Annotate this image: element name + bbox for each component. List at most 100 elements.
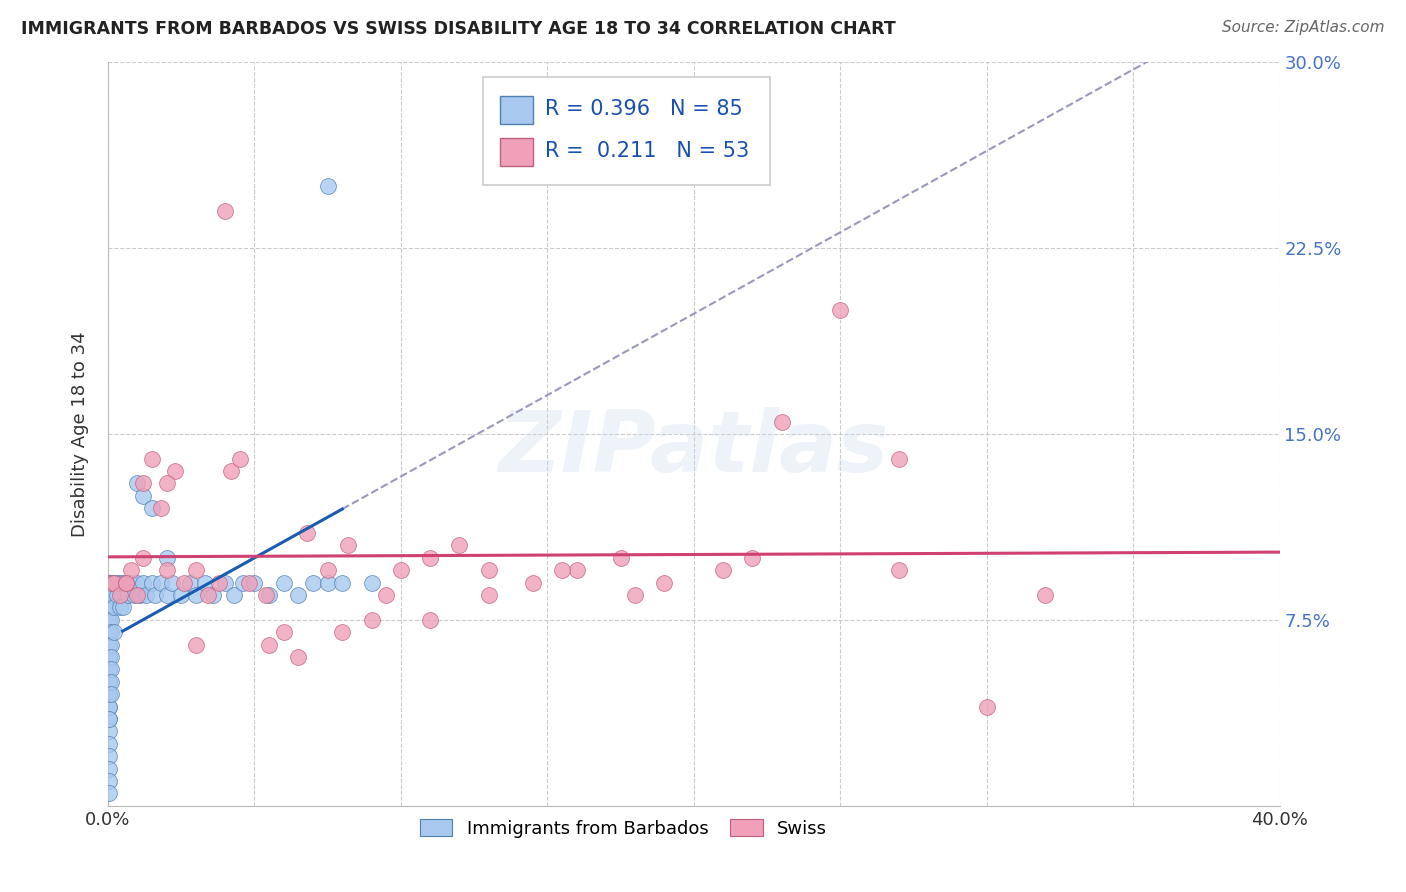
Point xyxy=(101,588,124,602)
Point xyxy=(141,575,163,590)
Point xyxy=(98,638,121,652)
Point xyxy=(100,575,122,590)
Text: ZIPatlas: ZIPatlas xyxy=(499,408,889,491)
Point xyxy=(114,575,136,590)
Point xyxy=(419,550,441,565)
Point xyxy=(98,699,121,714)
Point xyxy=(100,600,122,615)
Point xyxy=(100,588,122,602)
Point xyxy=(111,600,134,615)
Point xyxy=(98,712,121,726)
Point xyxy=(103,600,125,615)
Point xyxy=(132,575,155,590)
Point xyxy=(155,476,177,491)
Point xyxy=(887,563,910,577)
FancyBboxPatch shape xyxy=(501,95,533,124)
Point xyxy=(478,563,501,577)
FancyBboxPatch shape xyxy=(501,138,533,166)
Point xyxy=(98,600,121,615)
Point xyxy=(127,575,149,590)
Point xyxy=(98,662,121,676)
Point xyxy=(375,588,398,602)
Point xyxy=(105,588,128,602)
Point xyxy=(117,588,139,602)
Point xyxy=(111,575,134,590)
Point xyxy=(238,575,260,590)
Point xyxy=(103,575,125,590)
Point xyxy=(173,575,195,590)
Point xyxy=(98,674,121,689)
Point xyxy=(141,501,163,516)
Point xyxy=(127,476,149,491)
Point xyxy=(184,563,207,577)
Point xyxy=(360,575,382,590)
Point xyxy=(165,464,187,478)
Point xyxy=(287,588,309,602)
Point xyxy=(976,699,998,714)
Point xyxy=(711,563,734,577)
Point xyxy=(316,563,339,577)
Point xyxy=(219,464,242,478)
Point xyxy=(120,575,142,590)
Point xyxy=(232,575,254,590)
Point xyxy=(98,625,121,640)
Text: IMMIGRANTS FROM BARBADOS VS SWISS DISABILITY AGE 18 TO 34 CORRELATION CHART: IMMIGRANTS FROM BARBADOS VS SWISS DISABI… xyxy=(21,20,896,37)
Point xyxy=(98,588,121,602)
Point xyxy=(194,575,217,590)
Point xyxy=(273,625,295,640)
Point xyxy=(108,575,131,590)
Point xyxy=(389,563,412,577)
Point xyxy=(337,538,360,552)
Point xyxy=(98,662,121,676)
Point xyxy=(184,588,207,602)
Point xyxy=(208,575,231,590)
Point xyxy=(98,575,121,590)
Text: R =  0.211   N = 53: R = 0.211 N = 53 xyxy=(546,141,749,161)
Point xyxy=(609,550,631,565)
Point xyxy=(135,588,157,602)
Point xyxy=(98,737,121,751)
Point xyxy=(98,638,121,652)
Point xyxy=(100,650,122,665)
Point xyxy=(419,613,441,627)
Point xyxy=(114,575,136,590)
Point xyxy=(100,625,122,640)
Point xyxy=(624,588,647,602)
Point xyxy=(132,476,155,491)
Point xyxy=(202,588,225,602)
Point xyxy=(170,588,193,602)
Point xyxy=(100,687,122,701)
Point xyxy=(214,575,236,590)
Point xyxy=(243,575,266,590)
Point xyxy=(101,575,124,590)
Point xyxy=(120,563,142,577)
Point xyxy=(114,575,136,590)
Point xyxy=(770,415,793,429)
Point xyxy=(100,613,122,627)
Point xyxy=(155,550,177,565)
Point xyxy=(654,575,676,590)
Point xyxy=(100,662,122,676)
Point xyxy=(830,303,852,318)
Y-axis label: Disability Age 18 to 34: Disability Age 18 to 34 xyxy=(72,331,89,537)
Point xyxy=(214,203,236,218)
Point xyxy=(257,638,280,652)
Point xyxy=(98,773,121,788)
Point xyxy=(98,674,121,689)
Point xyxy=(254,588,277,602)
Point xyxy=(551,563,574,577)
Point xyxy=(98,687,121,701)
Point xyxy=(98,762,121,776)
Point xyxy=(149,575,172,590)
Point xyxy=(887,451,910,466)
Point xyxy=(98,712,121,726)
Point xyxy=(108,588,131,602)
Point xyxy=(316,179,339,194)
Point xyxy=(124,588,146,602)
Point xyxy=(330,625,353,640)
Point xyxy=(1033,588,1056,602)
Point xyxy=(155,588,177,602)
FancyBboxPatch shape xyxy=(482,77,770,185)
Point xyxy=(141,451,163,466)
Point xyxy=(98,625,121,640)
